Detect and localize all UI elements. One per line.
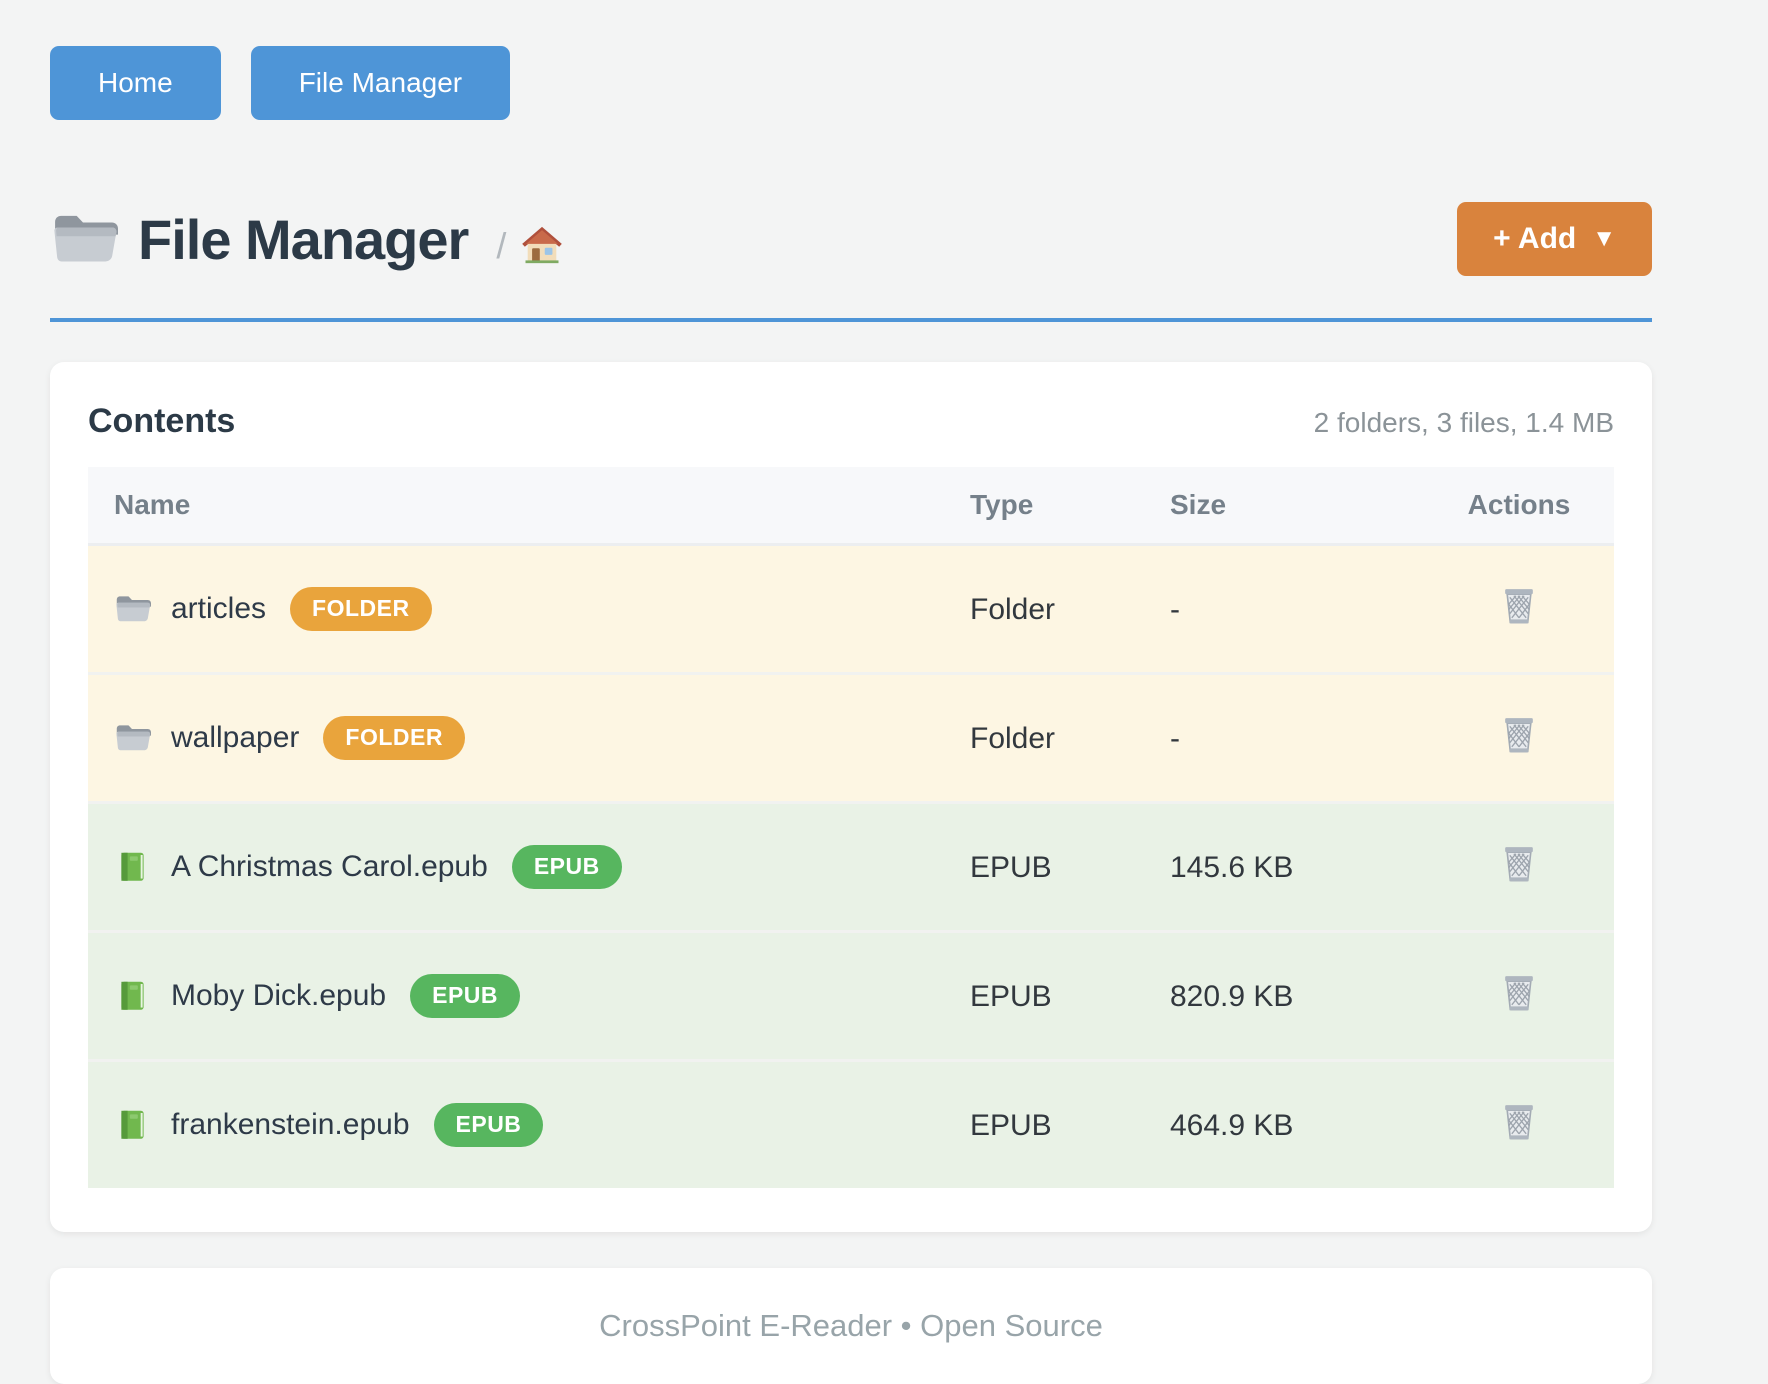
name-cell: A Christmas Carol.epub EPUB <box>88 801 944 932</box>
title-rule <box>50 318 1652 322</box>
type-cell: EPUB <box>944 930 1144 1061</box>
contents-card: Contents 2 folders, 3 files, 1.4 MB Name… <box>50 362 1652 1232</box>
trash-icon <box>1500 843 1538 884</box>
name-cell: frankenstein.epub EPUB <box>88 1059 944 1188</box>
book-icon <box>114 980 151 1012</box>
column-header-type: Type <box>944 467 1144 546</box>
add-button[interactable]: + Add ▼ <box>1457 202 1652 276</box>
file-table: Name Type Size Actions <box>88 467 1614 1188</box>
type-cell: Folder <box>944 544 1144 674</box>
type-badge: FOLDER <box>323 716 465 760</box>
delete-button[interactable] <box>1500 972 1538 1013</box>
type-badge: EPUB <box>511 845 622 889</box>
table-row[interactable]: articles FOLDER Folder - <box>88 544 1614 674</box>
table-row[interactable]: Moby Dick.epub EPUB EPUB 820.9 KB <box>88 930 1614 1061</box>
delete-button[interactable] <box>1500 585 1538 626</box>
nav-button-home[interactable]: Home <box>50 46 221 120</box>
type-cell: Folder <box>944 672 1144 803</box>
book-icon <box>114 851 151 883</box>
actions-cell <box>1424 1059 1614 1188</box>
delete-button[interactable] <box>1500 843 1538 884</box>
contents-title: Contents <box>88 402 236 440</box>
folder-icon <box>50 210 118 268</box>
table-row[interactable]: wallpaper FOLDER Folder - <box>88 672 1614 803</box>
type-cell: EPUB <box>944 1059 1144 1188</box>
table-row[interactable]: frankenstein.epub EPUB EPUB 464.9 KB <box>88 1059 1614 1188</box>
trash-icon <box>1500 714 1538 755</box>
actions-cell <box>1424 930 1614 1061</box>
size-cell: - <box>1144 672 1424 803</box>
page-title: File Manager <box>138 207 469 271</box>
trash-icon <box>1500 972 1538 1013</box>
breadcrumb-separator: / <box>496 225 507 266</box>
actions-cell <box>1424 544 1614 674</box>
column-header-actions: Actions <box>1424 467 1614 546</box>
actions-cell <box>1424 801 1614 932</box>
type-badge: FOLDER <box>290 587 432 631</box>
file-name: A Christmas Carol.epub <box>171 850 488 884</box>
contents-summary: 2 folders, 3 files, 1.4 MB <box>1313 407 1614 438</box>
name-cell: Moby Dick.epub EPUB <box>88 930 944 1061</box>
add-button-label: + Add <box>1493 222 1577 255</box>
table-row[interactable]: A Christmas Carol.epub EPUB EPUB 145.6 K… <box>88 801 1614 932</box>
file-name: wallpaper <box>171 721 300 755</box>
delete-button[interactable] <box>1500 714 1538 755</box>
book-icon <box>114 1109 151 1141</box>
top-nav: Home File Manager <box>50 46 1652 120</box>
table-body: articles FOLDER Folder - <box>88 544 1614 1188</box>
size-cell: - <box>1144 544 1424 674</box>
type-badge: EPUB <box>433 1103 544 1147</box>
trash-icon <box>1500 1101 1538 1142</box>
size-cell: 464.9 KB <box>1144 1059 1424 1188</box>
folder-icon <box>114 722 151 754</box>
delete-button[interactable] <box>1500 1101 1538 1142</box>
trash-icon <box>1500 585 1538 626</box>
folder-icon <box>114 593 151 625</box>
column-header-name: Name <box>88 467 944 546</box>
type-badge: EPUB <box>410 974 521 1018</box>
file-name: Moby Dick.epub <box>171 979 387 1013</box>
file-table-head: Name Type Size Actions <box>88 467 1614 546</box>
actions-cell <box>1424 672 1614 803</box>
house-icon[interactable] <box>520 225 564 265</box>
type-cell: EPUB <box>944 801 1144 932</box>
column-header-size: Size <box>1144 467 1424 546</box>
name-cell: articles FOLDER <box>88 544 944 674</box>
size-cell: 145.6 KB <box>1144 801 1424 932</box>
page: Home File Manager File Manager / <box>50 46 1652 1384</box>
page-header: File Manager / + Add ▼ <box>50 202 1652 276</box>
file-name: frankenstein.epub <box>171 1108 410 1142</box>
chevron-down-icon: ▼ <box>1592 225 1616 252</box>
footer-card: CrossPoint E-Reader • Open Source <box>50 1268 1652 1384</box>
contents-card-header: Contents 2 folders, 3 files, 1.4 MB <box>88 402 1614 441</box>
nav-button-file-manager[interactable]: File Manager <box>250 46 511 120</box>
size-cell: 820.9 KB <box>1144 930 1424 1061</box>
name-cell: wallpaper FOLDER <box>88 672 944 803</box>
file-name: articles <box>171 592 267 626</box>
footer-text: CrossPoint E-Reader • Open Source <box>599 1308 1103 1343</box>
